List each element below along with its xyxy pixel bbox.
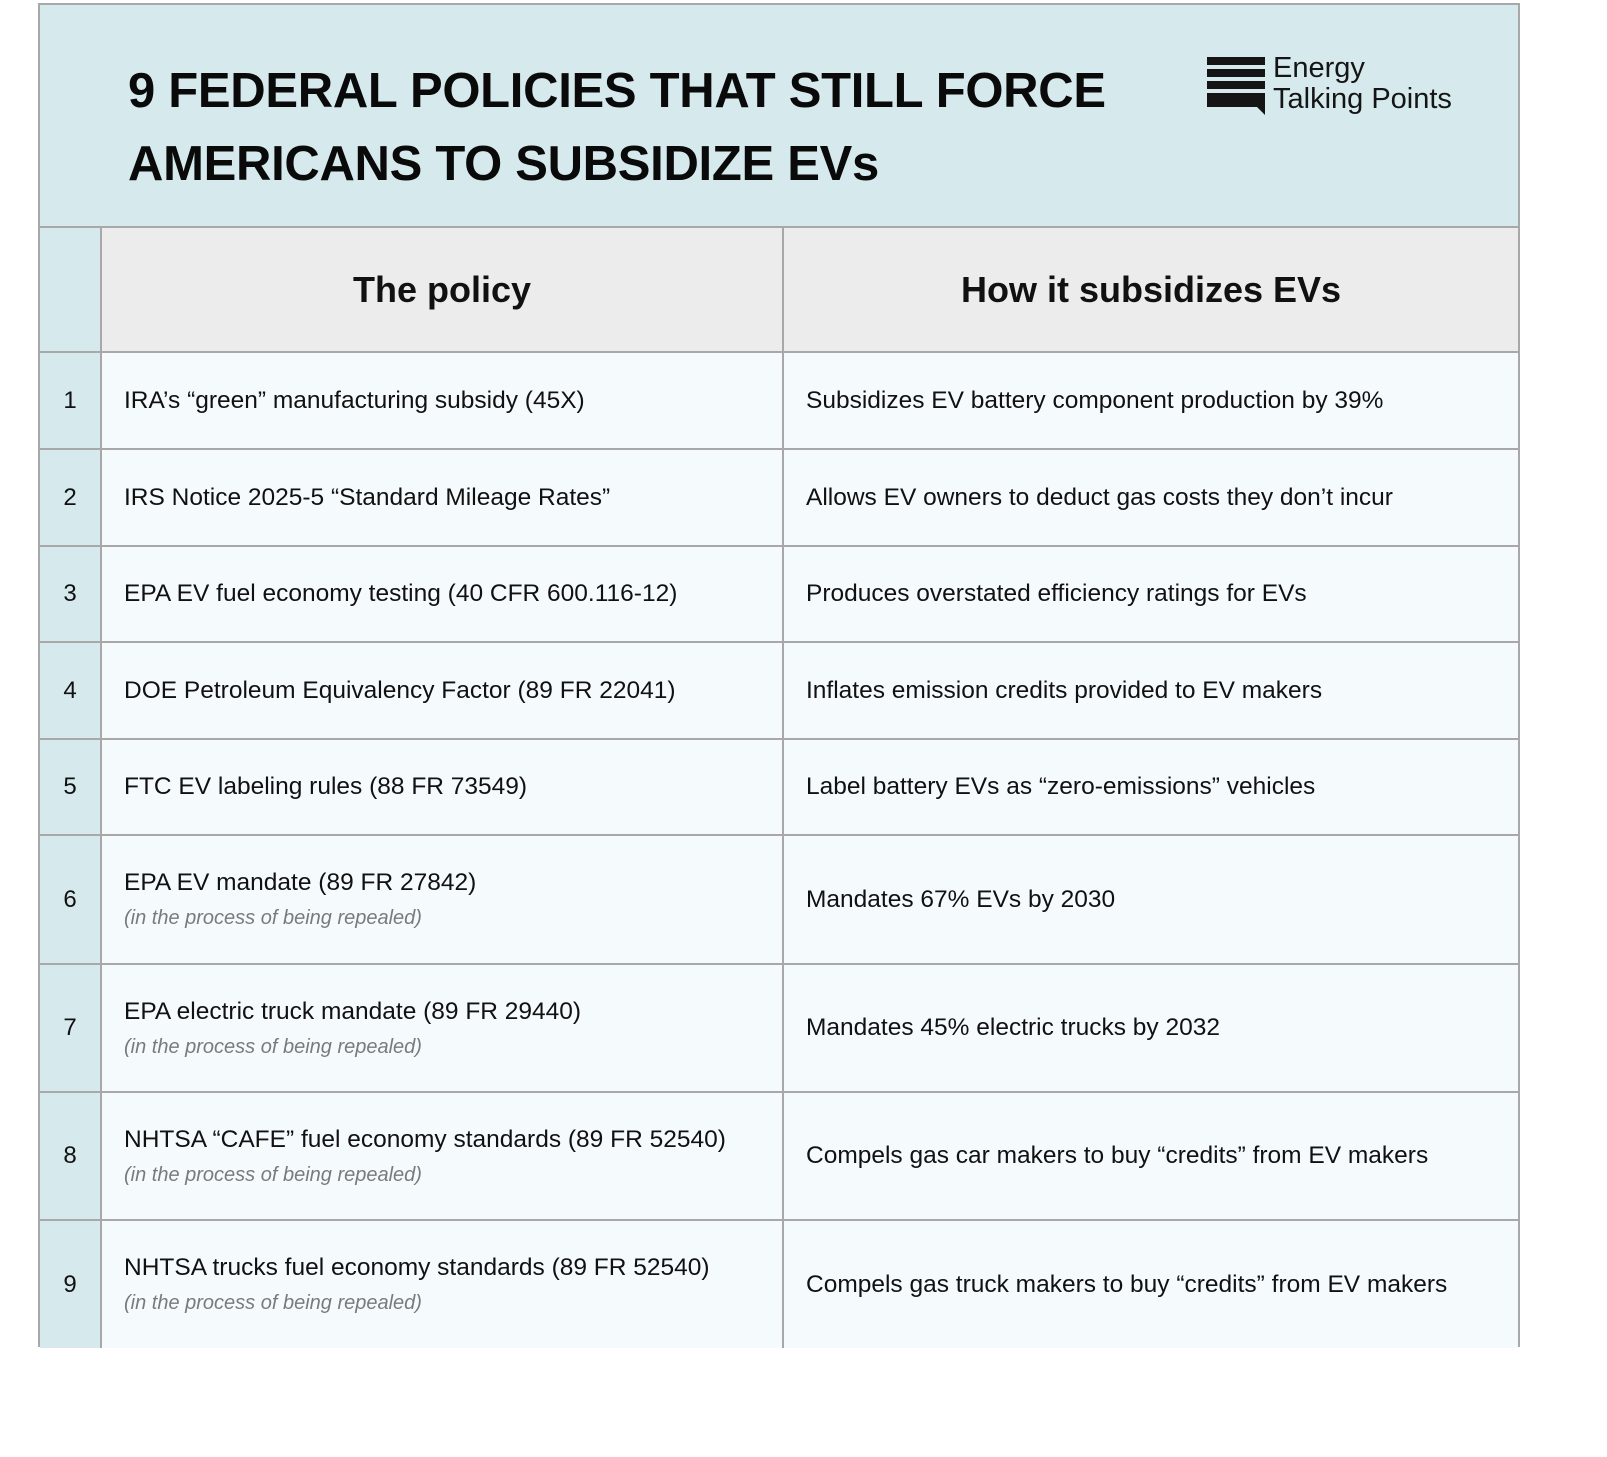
policy-text: EPA electric truck mandate (89 FR 29440) — [124, 997, 582, 1025]
policy-cell: EPA EV mandate (89 FR 27842) (in the pro… — [102, 836, 784, 963]
table-row: 7 EPA electric truck mandate (89 FR 2944… — [40, 965, 1518, 1093]
policy-text: NHTSA trucks fuel economy standards (89 … — [124, 1254, 710, 1281]
table-row: 6 EPA EV mandate (89 FR 27842) (in the p… — [40, 836, 1518, 965]
logo-line-2: Talking Points — [1273, 83, 1452, 115]
table-row: 8 NHTSA “CAFE” fuel economy standards (8… — [40, 1093, 1518, 1221]
policy-cell: DOE Petroleum Equivalency Factor (89 FR … — [102, 643, 784, 738]
policy-cell: EPA EV fuel economy testing (40 CFR 600.… — [102, 547, 784, 641]
policy-text: IRS Notice 2025-5 “Standard Mileage Rate… — [124, 483, 611, 511]
policy-cell: IRS Notice 2025-5 “Standard Mileage Rate… — [102, 450, 784, 545]
policy-text: EPA EV mandate (89 FR 27842) — [124, 869, 477, 896]
page-title: 9 FEDERAL POLICIES THAT STILL FORCE AMER… — [128, 55, 1106, 201]
table-row: 5 FTC EV labeling rules (88 FR 73549) La… — [40, 740, 1518, 836]
table-row: 3 EPA EV fuel economy testing (40 CFR 60… — [40, 547, 1518, 643]
policy-text: NHTSA “CAFE” fuel economy standards (89 … — [124, 1125, 726, 1153]
policy-cell: FTC EV labeling rules (88 FR 73549) — [102, 740, 784, 834]
effect-cell: Produces overstated efficiency ratings f… — [784, 547, 1518, 641]
table-row: 2 IRS Notice 2025-5 “Standard Mileage Ra… — [40, 450, 1518, 547]
row-number: 6 — [40, 836, 102, 963]
speech-bubble-lines-icon — [1207, 57, 1265, 115]
policy-text: IRA’s “green” manufacturing subsidy (45X… — [124, 386, 585, 414]
title-line-2: AMERICANS TO SUBSIDIZE EVs — [128, 137, 879, 191]
row-number: 8 — [40, 1093, 102, 1219]
effect-cell: Allows EV owners to deduct gas costs the… — [784, 450, 1518, 545]
repeal-status-note: (in the process of being repealed) — [124, 907, 422, 929]
table-row: 4 DOE Petroleum Equivalency Factor (89 F… — [40, 643, 1518, 740]
column-header-policy: The policy — [102, 228, 784, 351]
row-number: 9 — [40, 1221, 102, 1348]
column-header-effect: How it subsidizes EVs — [784, 228, 1518, 351]
row-number: 5 — [40, 740, 102, 834]
effect-cell: Compels gas truck makers to buy “credits… — [784, 1221, 1518, 1348]
policy-table-card: 9 FEDERAL POLICIES THAT STILL FORCE AMER… — [38, 3, 1520, 1348]
policy-text: EPA EV fuel economy testing (40 CFR 600.… — [124, 580, 678, 607]
table-row: 9 NHTSA trucks fuel economy standards (8… — [40, 1221, 1518, 1348]
policy-table: The policy How it subsidizes EVs 1 IRA’s… — [40, 228, 1518, 1348]
effect-cell: Inflates emission credits provided to EV… — [784, 643, 1518, 738]
effect-cell: Subsidizes EV battery component producti… — [784, 353, 1518, 448]
logo-text: Energy Talking Points — [1273, 53, 1452, 115]
row-number: 2 — [40, 450, 102, 545]
row-number: 3 — [40, 547, 102, 641]
effect-cell: Mandates 67% EVs by 2030 — [784, 836, 1518, 963]
logo-line-1: Energy — [1273, 52, 1365, 84]
policy-cell: EPA electric truck mandate (89 FR 29440)… — [102, 965, 784, 1091]
table-row: 1 IRA’s “green” manufacturing subsidy (4… — [40, 353, 1518, 450]
row-number: 7 — [40, 965, 102, 1091]
effect-cell: Label battery EVs as “zero-emissions” ve… — [784, 740, 1518, 834]
effect-cell: Mandates 45% electric trucks by 2032 — [784, 965, 1518, 1091]
policy-cell: IRA’s “green” manufacturing subsidy (45X… — [102, 353, 784, 448]
effect-cell: Compels gas car makers to buy “credits” … — [784, 1093, 1518, 1219]
column-header-number — [40, 228, 102, 351]
row-number: 4 — [40, 643, 102, 738]
repeal-status-note: (in the process of being repealed) — [124, 1292, 422, 1314]
title-line-1: 9 FEDERAL POLICIES THAT STILL FORCE — [128, 64, 1106, 118]
row-number: 1 — [40, 353, 102, 448]
policy-text: DOE Petroleum Equivalency Factor (89 FR … — [124, 676, 676, 704]
title-banner: 9 FEDERAL POLICIES THAT STILL FORCE AMER… — [40, 5, 1518, 228]
policy-cell: NHTSA “CAFE” fuel economy standards (89 … — [102, 1093, 784, 1219]
logo: Energy Talking Points — [1207, 53, 1452, 117]
policy-cell: NHTSA trucks fuel economy standards (89 … — [102, 1221, 784, 1348]
policy-text: FTC EV labeling rules (88 FR 73549) — [124, 773, 528, 800]
repeal-status-note: (in the process of being repealed) — [124, 1163, 422, 1186]
table-header-row: The policy How it subsidizes EVs — [40, 228, 1518, 353]
repeal-status-note: (in the process of being repealed) — [124, 1035, 422, 1058]
